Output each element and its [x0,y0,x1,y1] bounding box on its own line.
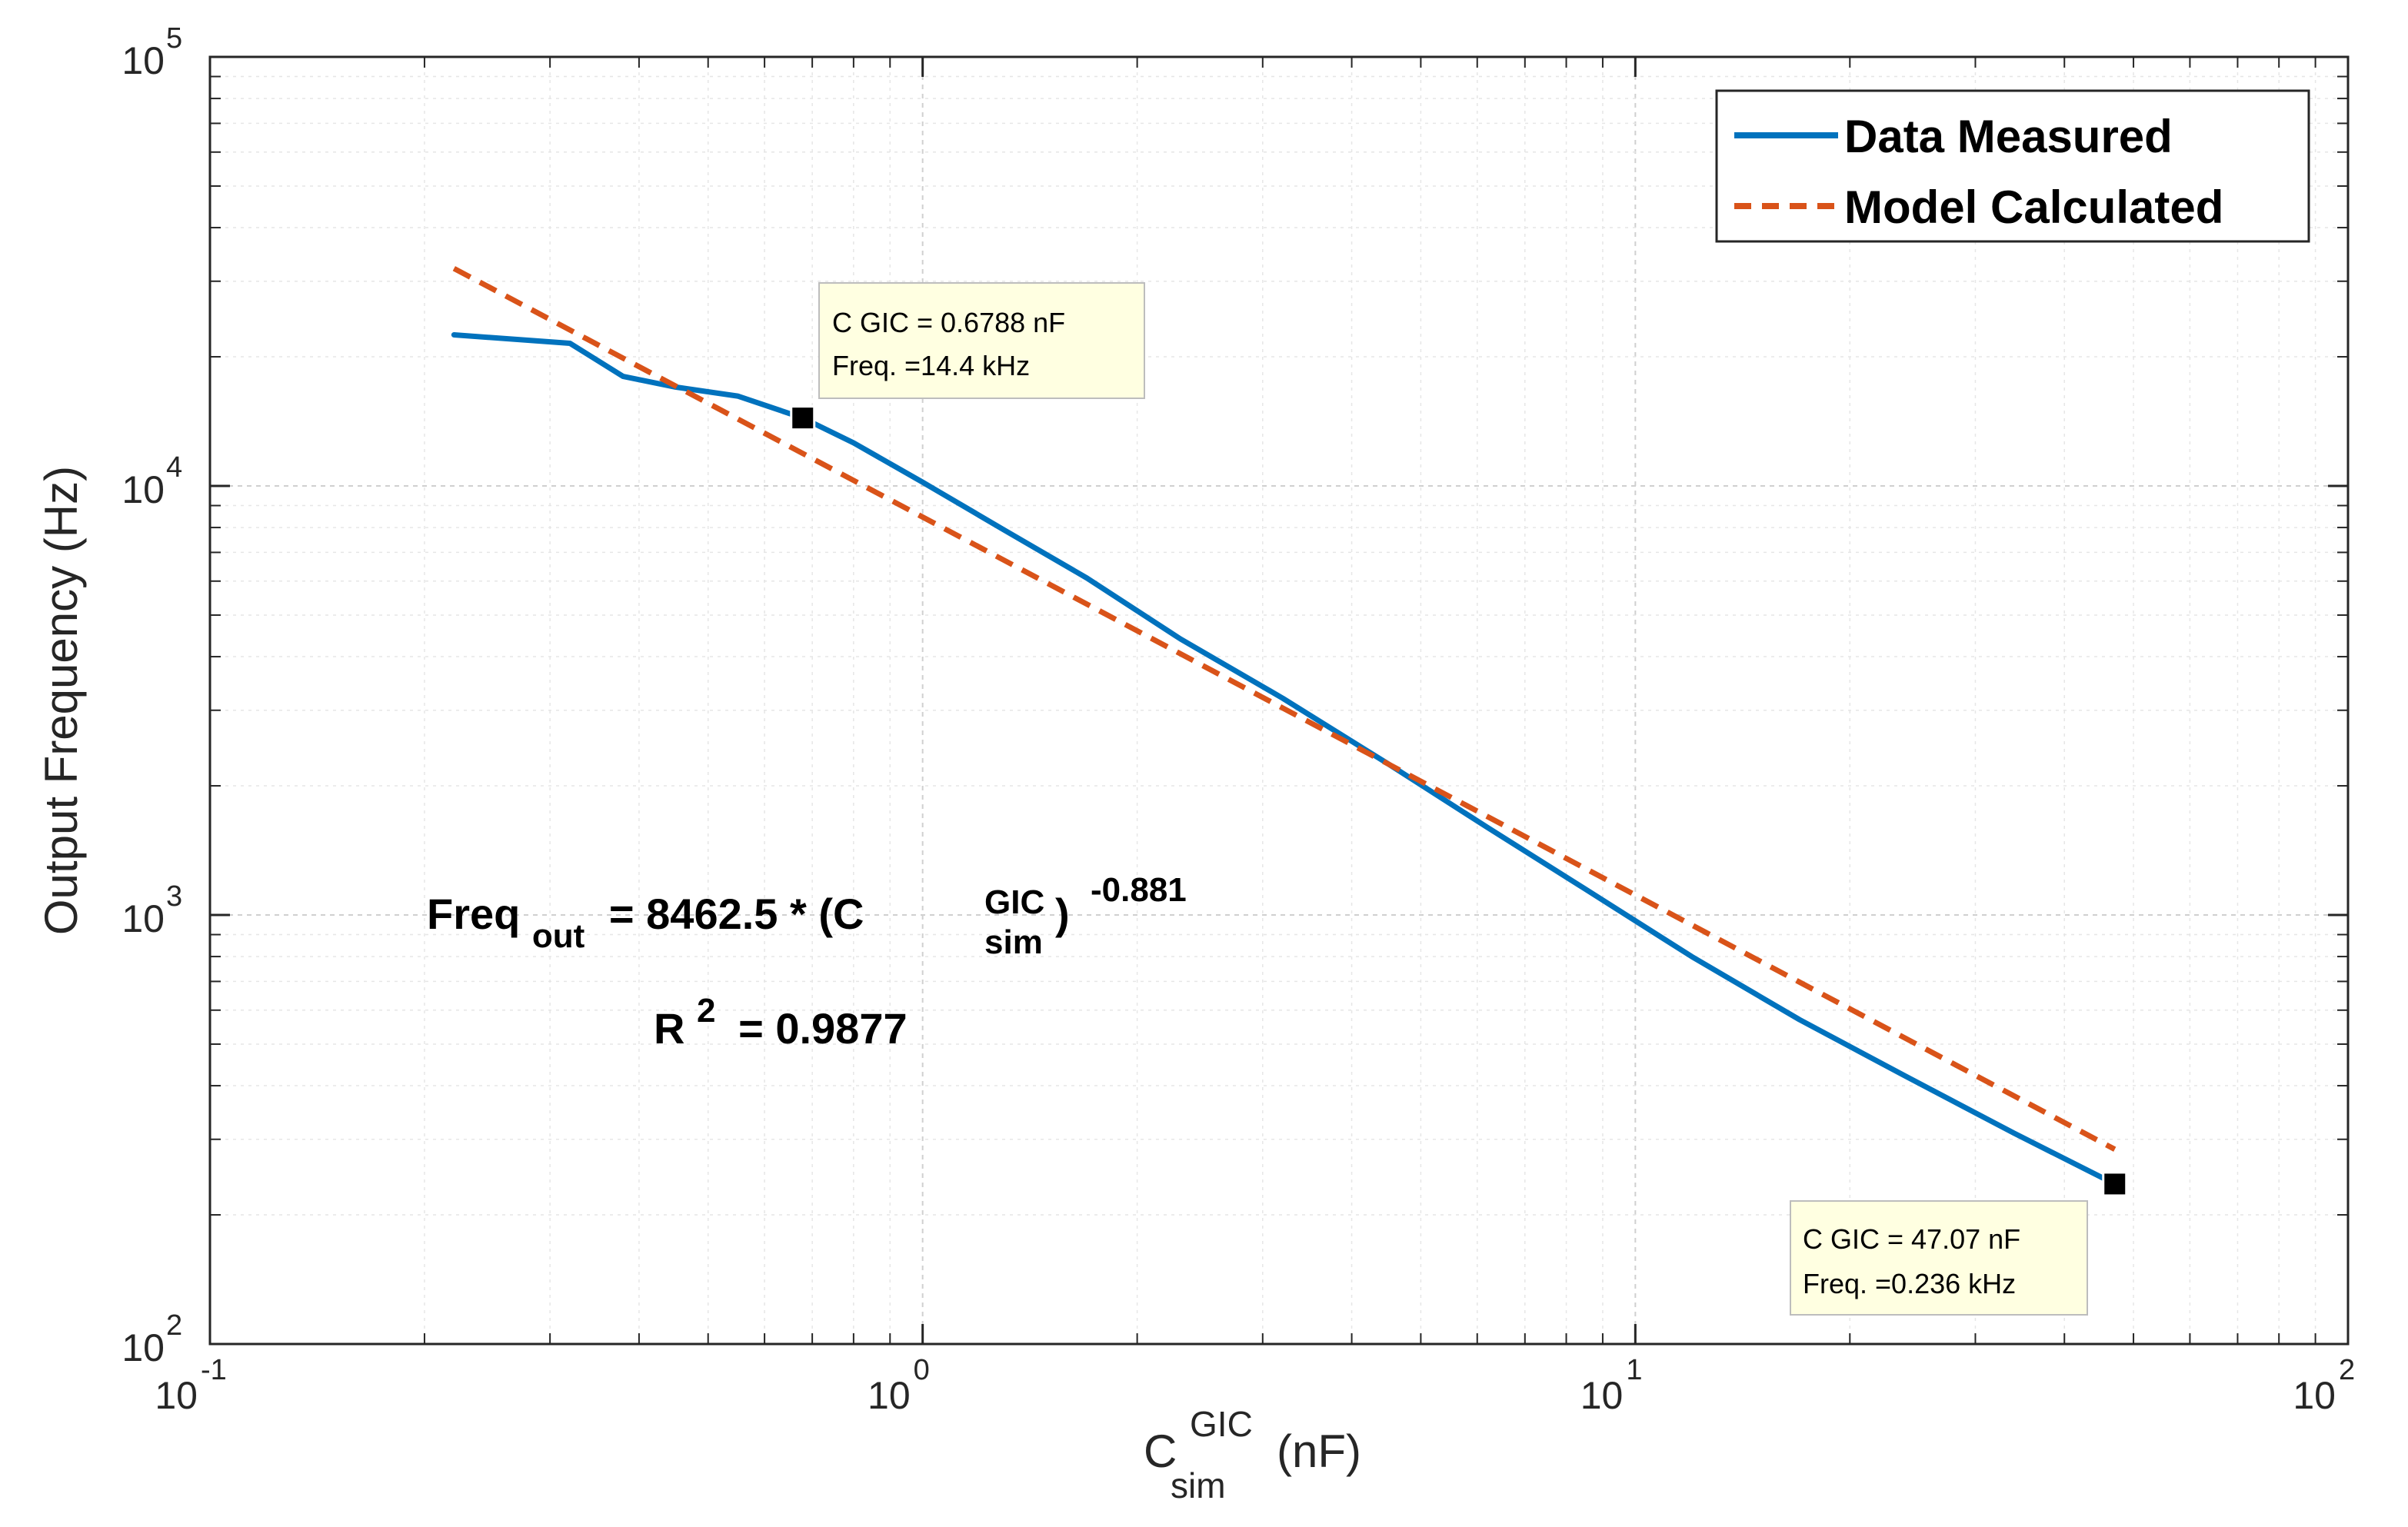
x-axis-label-main: C [1144,1426,1177,1477]
y-tick-label-2: 10 [122,468,165,511]
x-axis-label-sup: GIC [1190,1404,1253,1444]
datatip-1-line1: C GIC = 0.6788 nF [832,307,1065,338]
legend-label-data-measured: Data Measured [1844,111,2173,162]
fit-equation-lhs-sub: out [532,917,585,955]
x-axis-label: C GIC sim (nF) [1144,1395,1361,1508]
x-tick-exponent-1: 0 [914,1354,930,1386]
datatip-1-line2: Freq. =14.4 kHz [832,350,1030,381]
datatip-2-box [1790,1200,2088,1316]
r-squared-sup: 2 [697,992,715,1030]
series-data-measured [451,332,2118,1187]
datatip-1[interactable]: C GIC = 0.6788 nF Freq. =14.4 kHz [818,282,1145,399]
grid [210,57,2348,1344]
legend-box [1715,89,2310,243]
datatip-marker-2 [2102,1171,2128,1197]
series-model-calculated [452,266,2117,1152]
fit-equation-sup: GIC [984,883,1044,921]
x-tick-exponent-0: -1 [201,1354,227,1386]
y-tick-label-3: 10 [122,39,165,82]
fit-equation: Freq out = 8462.5 * (C GIC sim ) -0.881 [427,871,1187,963]
datatip-markers [790,405,2128,1197]
x-axis-label-sub: sim [1171,1465,1226,1505]
y-tick-exponent-2: 4 [166,451,182,484]
plot-area-border [208,55,2350,1346]
datatip-marker-1 [790,405,816,431]
series-layer [451,266,2118,1187]
y-tick-label-1: 10 [122,897,165,940]
legend-label-model-calculated: Model Calculated [1844,181,2223,233]
legend: Data Measured Model Calculated [1715,89,2310,243]
x-tick-label-3: 10 [2293,1374,2336,1417]
y-tick-exponent-0: 2 [166,1309,182,1342]
x-axis-label-unit: (nF) [1277,1426,1361,1477]
datatip-2[interactable]: C GIC = 47.07 nF Freq. =0.236 kHz [1790,1200,2088,1316]
y-tick-exponent-3: 5 [166,22,182,55]
ticks [208,55,2350,1346]
fit-equation-close: ) [1055,890,1070,938]
x-tick-label-1: 10 [868,1374,911,1417]
fit-equation-exponent: -0.881 [1091,871,1187,909]
fit-equation-rhs: = 8462.5 * (C [609,890,864,938]
x-tick-exponent-2: 1 [1626,1354,1642,1386]
fit-equation-lhs: Freq [427,890,520,938]
y-axis-label: Output Frequency (Hz) [35,466,87,935]
r-squared: R 2 = 0.9877 [654,983,908,1053]
datatip-1-box [818,282,1145,399]
x-tick-label-0: 10 [155,1374,198,1417]
y-tick-exponent-1: 3 [166,880,182,913]
r-squared-main: R [654,1004,684,1053]
fit-equation-sub: sim [984,923,1043,961]
x-tick-label-2: 10 [1580,1374,1624,1417]
r-squared-value: = 0.9877 [738,1004,908,1053]
datatip-2-line2: Freq. =0.236 kHz [1803,1268,2016,1299]
y-tick-label-0: 10 [122,1326,165,1369]
x-tick-exponent-3: 2 [2339,1354,2355,1386]
datatip-2-line1: C GIC = 47.07 nF [1803,1223,2020,1255]
